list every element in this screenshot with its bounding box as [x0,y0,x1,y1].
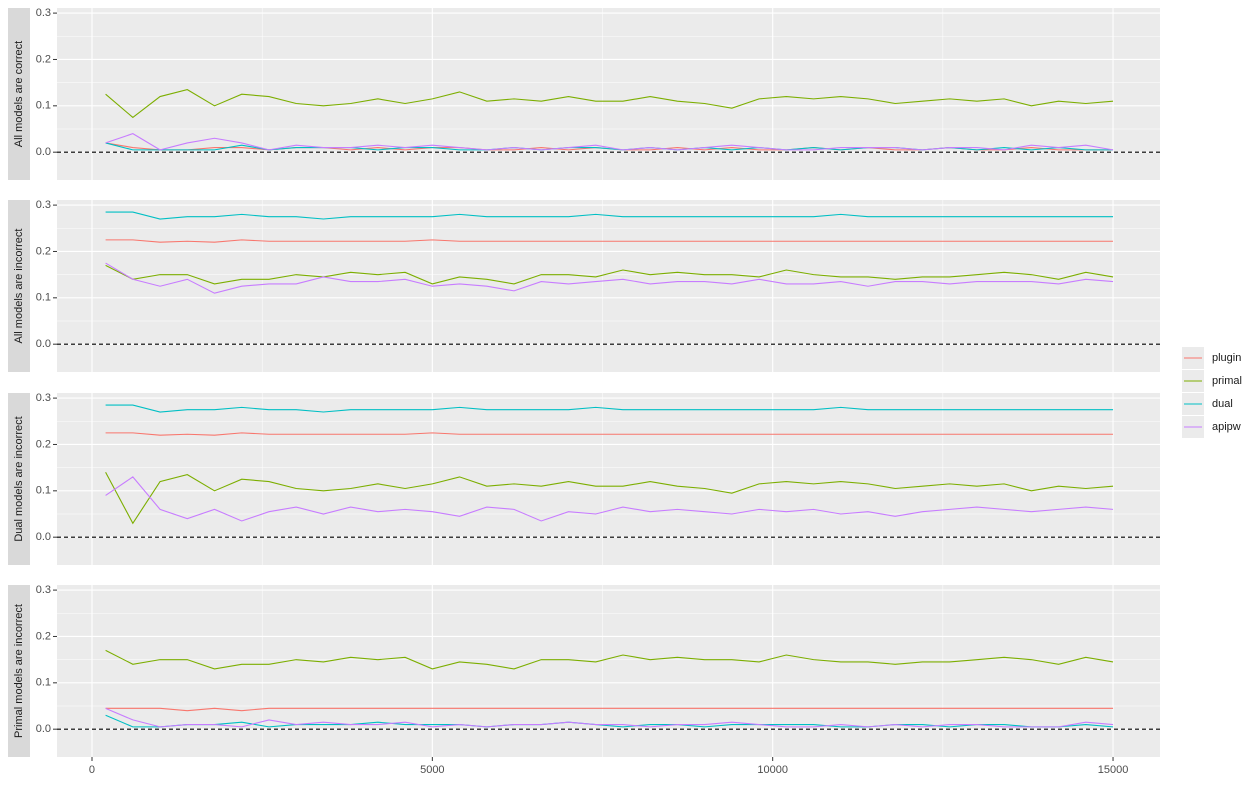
strip-label: All models are incorrect [13,229,25,344]
strip-background [8,200,30,372]
y-tick-label: 0.2 [36,245,51,257]
y-tick-label: 0.0 [36,723,51,735]
series-line [105,89,1114,119]
strip-label: Primal models are incorrect [13,604,25,738]
y-tick-label: 0.3 [36,392,51,404]
strip: All models are incorrect [8,200,30,372]
y-tick-label: 0.1 [36,677,51,689]
panel-background [57,393,1160,565]
legend: plugin primal dual apipw [1182,347,1242,438]
series-line [105,432,1114,436]
panel-background [57,585,1160,757]
strip-background [8,393,30,565]
strip-label: All models are correct [13,41,25,147]
legend-label: dual [1212,398,1233,410]
legend-label: primal [1212,375,1242,387]
series-line [105,211,1114,220]
y-tick-label: 0.1 [36,485,51,497]
x-tick-label: 5000 [420,764,444,776]
strip: Dual models are incorrect [8,393,30,565]
series-line [105,472,1114,525]
panel-background [57,8,1160,180]
strip: All models are correct [8,8,30,180]
series-line [105,649,1114,670]
series-line [105,714,1114,728]
strip-label: Dual models are incorrect [13,416,25,541]
strip: Primal models are incorrect [8,585,30,757]
series-line [105,476,1114,522]
y-tick-label: 0.3 [36,199,51,211]
y-tick-label: 0.1 [36,292,51,304]
x-tick-label: 0 [89,764,95,776]
series-line [105,133,1114,151]
y-tick-label: 0.2 [36,438,51,450]
y-tick-label: 0.3 [36,7,51,19]
series-line [105,264,1114,285]
y-tick-label: 0.2 [36,630,51,642]
series-line [105,404,1114,413]
y-tick-label: 0.3 [36,584,51,596]
y-tick-label: 0.0 [36,531,51,543]
strip-background [8,8,30,180]
strip-background [8,585,30,757]
legend-label: apipw [1212,421,1241,433]
series-line [105,707,1114,712]
y-tick-label: 0.0 [36,338,51,350]
series-line [105,262,1114,294]
x-tick-label: 10000 [757,764,788,776]
x-tick-label: 15000 [1098,764,1129,776]
y-tick-label: 0.0 [36,146,51,158]
y-tick-label: 0.2 [36,53,51,65]
series-line [105,707,1114,728]
y-tick-label: 0.1 [36,100,51,112]
series-line [105,239,1114,243]
panel-background [57,200,1160,372]
legend-label: plugin [1212,352,1241,364]
